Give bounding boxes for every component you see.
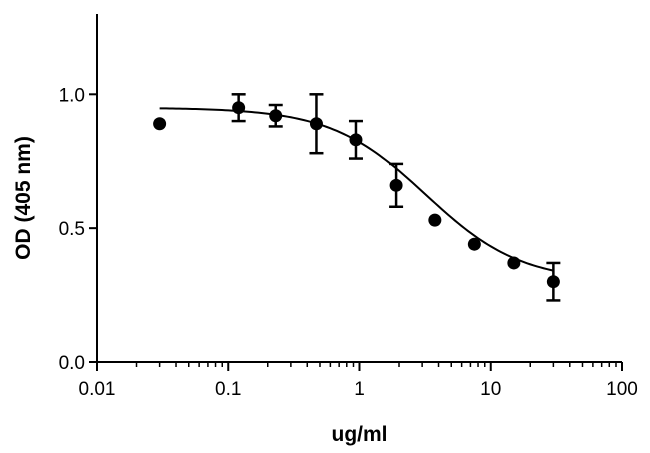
y-tick-label: 1.0 (59, 85, 85, 106)
y-tick-label: 0.5 (59, 219, 85, 240)
x-axis-title: ug/ml (332, 423, 388, 446)
data-point (428, 213, 442, 227)
x-tick-label: 100 (606, 379, 638, 400)
data-point (349, 133, 363, 147)
x-tick-label: 0.1 (215, 379, 241, 400)
x-ticks: 0.01 0.1 1 10 100 (79, 362, 638, 400)
y-axis-title: OD (405 nm) (12, 136, 35, 260)
x-tick-label: 10 (480, 379, 501, 400)
data-point (269, 109, 283, 123)
data-point (507, 256, 521, 270)
x-tick-label: 1 (354, 379, 365, 400)
y-ticks: 0.0 0.5 1.0 (59, 85, 97, 374)
data-point (309, 117, 323, 131)
data-point (153, 117, 167, 131)
plot-area (153, 93, 561, 302)
data-point (389, 178, 403, 192)
data-point (546, 275, 560, 289)
y-tick-label: 0.0 (59, 353, 85, 374)
x-tick-label: 0.01 (79, 379, 116, 400)
data-point (232, 101, 246, 115)
axes: 0.0 0.5 1.0 0.01 0.1 1 10 100 (59, 14, 638, 400)
data-point (467, 237, 481, 251)
